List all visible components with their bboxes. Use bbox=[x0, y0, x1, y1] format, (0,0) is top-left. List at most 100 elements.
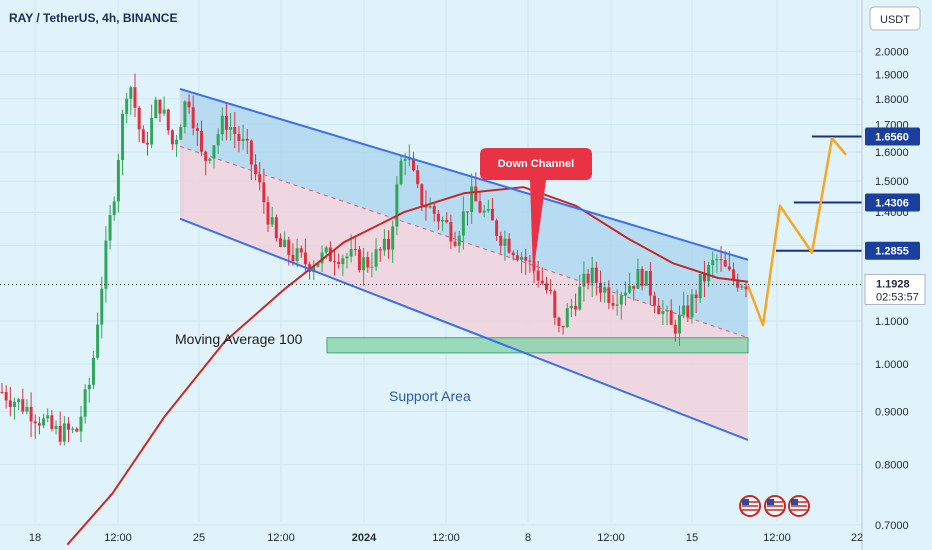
candle-body bbox=[145, 142, 149, 145]
candle-body bbox=[707, 265, 711, 282]
candle-body bbox=[195, 128, 199, 131]
candle-body bbox=[274, 217, 278, 239]
candle-body bbox=[719, 259, 723, 261]
candle-body bbox=[561, 325, 565, 328]
candle-body bbox=[657, 305, 661, 314]
candle-body bbox=[582, 273, 586, 287]
moving-average-label: Moving Average 100 bbox=[175, 331, 303, 347]
candle-body bbox=[75, 428, 79, 432]
candle-body bbox=[150, 118, 154, 145]
projection-group bbox=[746, 136, 847, 327]
us-flag-icon[interactable] bbox=[788, 495, 810, 517]
us-flag-icon[interactable] bbox=[739, 495, 761, 517]
candle-body bbox=[524, 256, 528, 261]
candle-body bbox=[54, 425, 58, 429]
candle-body bbox=[648, 270, 652, 296]
candle-body bbox=[615, 304, 619, 306]
candle-body bbox=[162, 109, 166, 114]
candle-body bbox=[303, 252, 307, 265]
candle-body bbox=[116, 159, 120, 202]
candle-body bbox=[295, 248, 299, 261]
candle-body bbox=[308, 264, 312, 272]
candle-body bbox=[528, 260, 532, 262]
channel-left-edge bbox=[180, 88, 184, 219]
chart-title: RAY / TetherUS, 4h, BINANCE bbox=[9, 11, 177, 25]
us-flag-icon[interactable] bbox=[764, 495, 786, 517]
price-axis[interactable]: 2.00001.90001.80001.70001.60001.50001.40… bbox=[861, 0, 932, 550]
candle-body bbox=[187, 101, 191, 108]
candle-body bbox=[702, 273, 706, 282]
candle-body bbox=[125, 98, 129, 114]
candle-body bbox=[357, 249, 361, 271]
price-tick-label: 0.8000 bbox=[875, 460, 909, 472]
candle-body bbox=[212, 145, 216, 159]
time-tick-label: 22 bbox=[851, 532, 863, 544]
currency-label: USDT bbox=[880, 14, 910, 26]
channel-mid-line bbox=[179, 145, 749, 339]
candle-body bbox=[395, 184, 399, 227]
candle-body bbox=[586, 273, 590, 284]
candle-body bbox=[399, 160, 403, 185]
candle-body bbox=[520, 256, 524, 260]
candle-body bbox=[644, 270, 648, 286]
support-area-label: Support Area bbox=[389, 388, 471, 404]
candle-body bbox=[258, 174, 262, 183]
candle-body bbox=[411, 158, 415, 171]
price-tick-label: 1.9000 bbox=[875, 69, 909, 81]
price-tick-label: 1.0000 bbox=[875, 359, 909, 371]
candle-body bbox=[220, 115, 224, 135]
candle-body bbox=[628, 285, 632, 293]
candle-body bbox=[278, 238, 282, 247]
candle-body bbox=[291, 254, 295, 261]
candle-body bbox=[565, 308, 569, 328]
candle-body bbox=[611, 302, 615, 306]
time-tick-label: 25 bbox=[193, 532, 205, 544]
candle-body bbox=[557, 317, 561, 326]
candle-body bbox=[254, 164, 258, 175]
candle-body bbox=[249, 140, 253, 165]
down-channel-callout: Down Channel bbox=[480, 148, 592, 275]
price-tick-label: 0.9000 bbox=[875, 407, 909, 419]
target-badge bbox=[865, 127, 920, 146]
candle-body bbox=[133, 87, 137, 108]
moving-average-group bbox=[66, 186, 749, 546]
candle-body bbox=[266, 202, 270, 225]
candle-body bbox=[740, 286, 744, 288]
currency-button[interactable]: USDT bbox=[869, 6, 921, 31]
candle-body bbox=[420, 184, 424, 206]
candle-body bbox=[108, 215, 112, 241]
candle-body bbox=[661, 311, 665, 314]
candle-body bbox=[461, 211, 465, 236]
candle-body bbox=[619, 295, 623, 305]
candle-body bbox=[482, 210, 486, 213]
candle-body bbox=[79, 416, 83, 432]
callout-label: Down Channel bbox=[498, 158, 574, 170]
candle-body bbox=[632, 285, 636, 289]
candle-body bbox=[121, 113, 125, 160]
candle-body bbox=[362, 257, 366, 271]
current-price-badge bbox=[864, 273, 926, 305]
candle-body bbox=[8, 400, 12, 407]
candle-body bbox=[507, 238, 511, 253]
candle-body bbox=[640, 268, 644, 286]
candle-body bbox=[341, 258, 345, 265]
candle-body bbox=[50, 415, 54, 429]
target-levels bbox=[776, 135, 862, 252]
candle-body bbox=[669, 310, 673, 325]
event-icons[interactable] bbox=[739, 495, 810, 517]
candle-body bbox=[17, 399, 21, 403]
candle-body bbox=[237, 133, 241, 142]
candle-body bbox=[366, 257, 370, 268]
candle-body bbox=[0, 391, 4, 393]
candle-body bbox=[453, 241, 457, 246]
price-tick-label: 1.5000 bbox=[875, 176, 909, 188]
candle-body bbox=[495, 220, 499, 236]
candle-body bbox=[553, 291, 557, 318]
time-axis[interactable]: 18 12:00 25 12:00 2024 12:00 8 12:00 15 12:00 22 bbox=[29, 532, 863, 544]
candle-body bbox=[727, 266, 731, 270]
channel-lower-line bbox=[179, 217, 749, 441]
channel-lines bbox=[0, 87, 862, 441]
time-tick-label: 12:00 bbox=[597, 532, 625, 544]
candle-body bbox=[62, 423, 66, 442]
